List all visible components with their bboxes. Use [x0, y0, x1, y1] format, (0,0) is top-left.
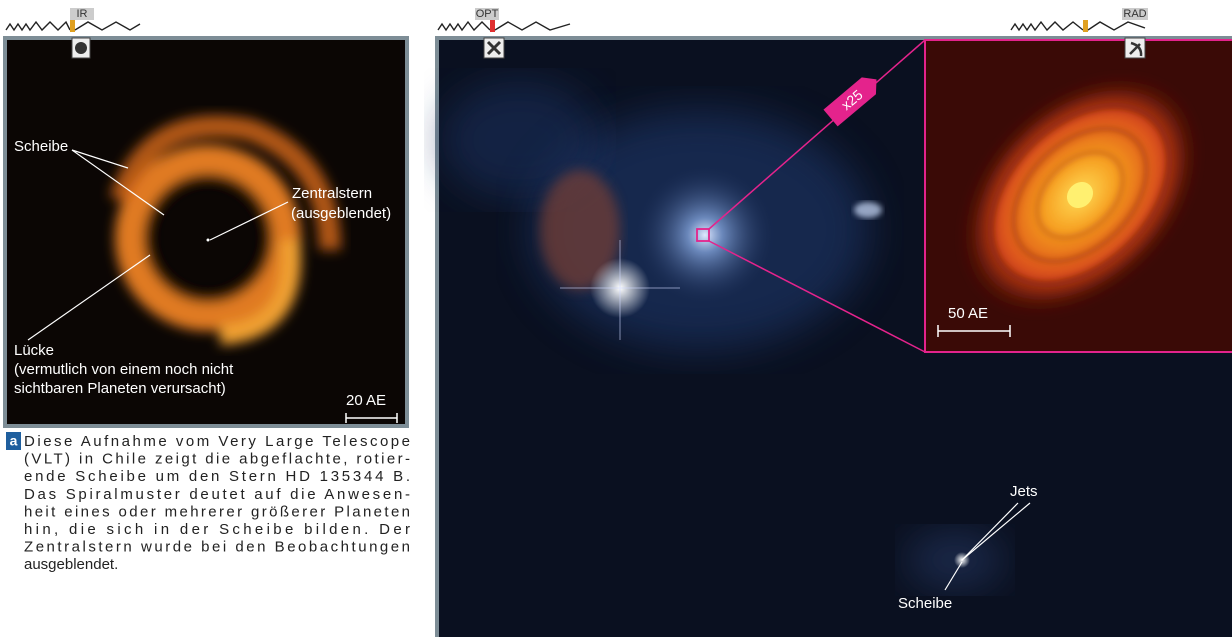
caption-line: Das Spiralmuster deutet auf die Anwesen- — [24, 486, 410, 503]
annotation: (ausgeblendet) — [291, 205, 391, 222]
rad-inset: RAD 50 AE — [914, 8, 1232, 361]
annotation: (vermutlich von einem noch nicht — [14, 361, 234, 378]
caption-line: (VLT) in Chile zeigt die abgeflachte, ro… — [24, 451, 410, 468]
annotation: sichtbaren Planeten verursacht) — [14, 380, 226, 397]
band-label: IR — [77, 8, 88, 20]
caption-line: heit eines oder mehrerer größerer Planet… — [24, 503, 410, 520]
caption-line: ende Scheibe um den Stern HD 135344 B. — [24, 468, 410, 485]
caption-line: ausgeblendet. — [24, 556, 118, 573]
caption-line: Zentralstern wurde bei den Beobachtungen — [24, 539, 410, 556]
caption-line: hin, die sich in der Scheibe bilden. Der — [24, 521, 410, 538]
ir-panel: IR Scheibe Zentralstern (ausgeblendet) L… — [5, 8, 407, 426]
band-label: RAD — [1123, 8, 1146, 20]
annotation: Scheibe — [898, 595, 952, 612]
annotation: Scheibe — [14, 138, 68, 155]
scale-label: 20 AE — [346, 392, 386, 409]
caption: Diese Aufnahme vom Very Large Telescope(… — [24, 433, 410, 573]
band-label: OPT — [476, 8, 499, 20]
annotation: Zentralstern — [292, 185, 372, 202]
caption-line: Diese Aufnahme vom Very Large Telescope — [24, 433, 410, 450]
annotation: Jets — [1010, 483, 1038, 500]
caption-label: a — [10, 433, 18, 449]
annotation: Lücke — [14, 342, 54, 359]
band-strip — [437, 8, 572, 32]
figure: IR Scheibe Zentralstern (ausgeblendet) L… — [0, 0, 1232, 637]
scale-label: 50 AE — [948, 305, 988, 322]
